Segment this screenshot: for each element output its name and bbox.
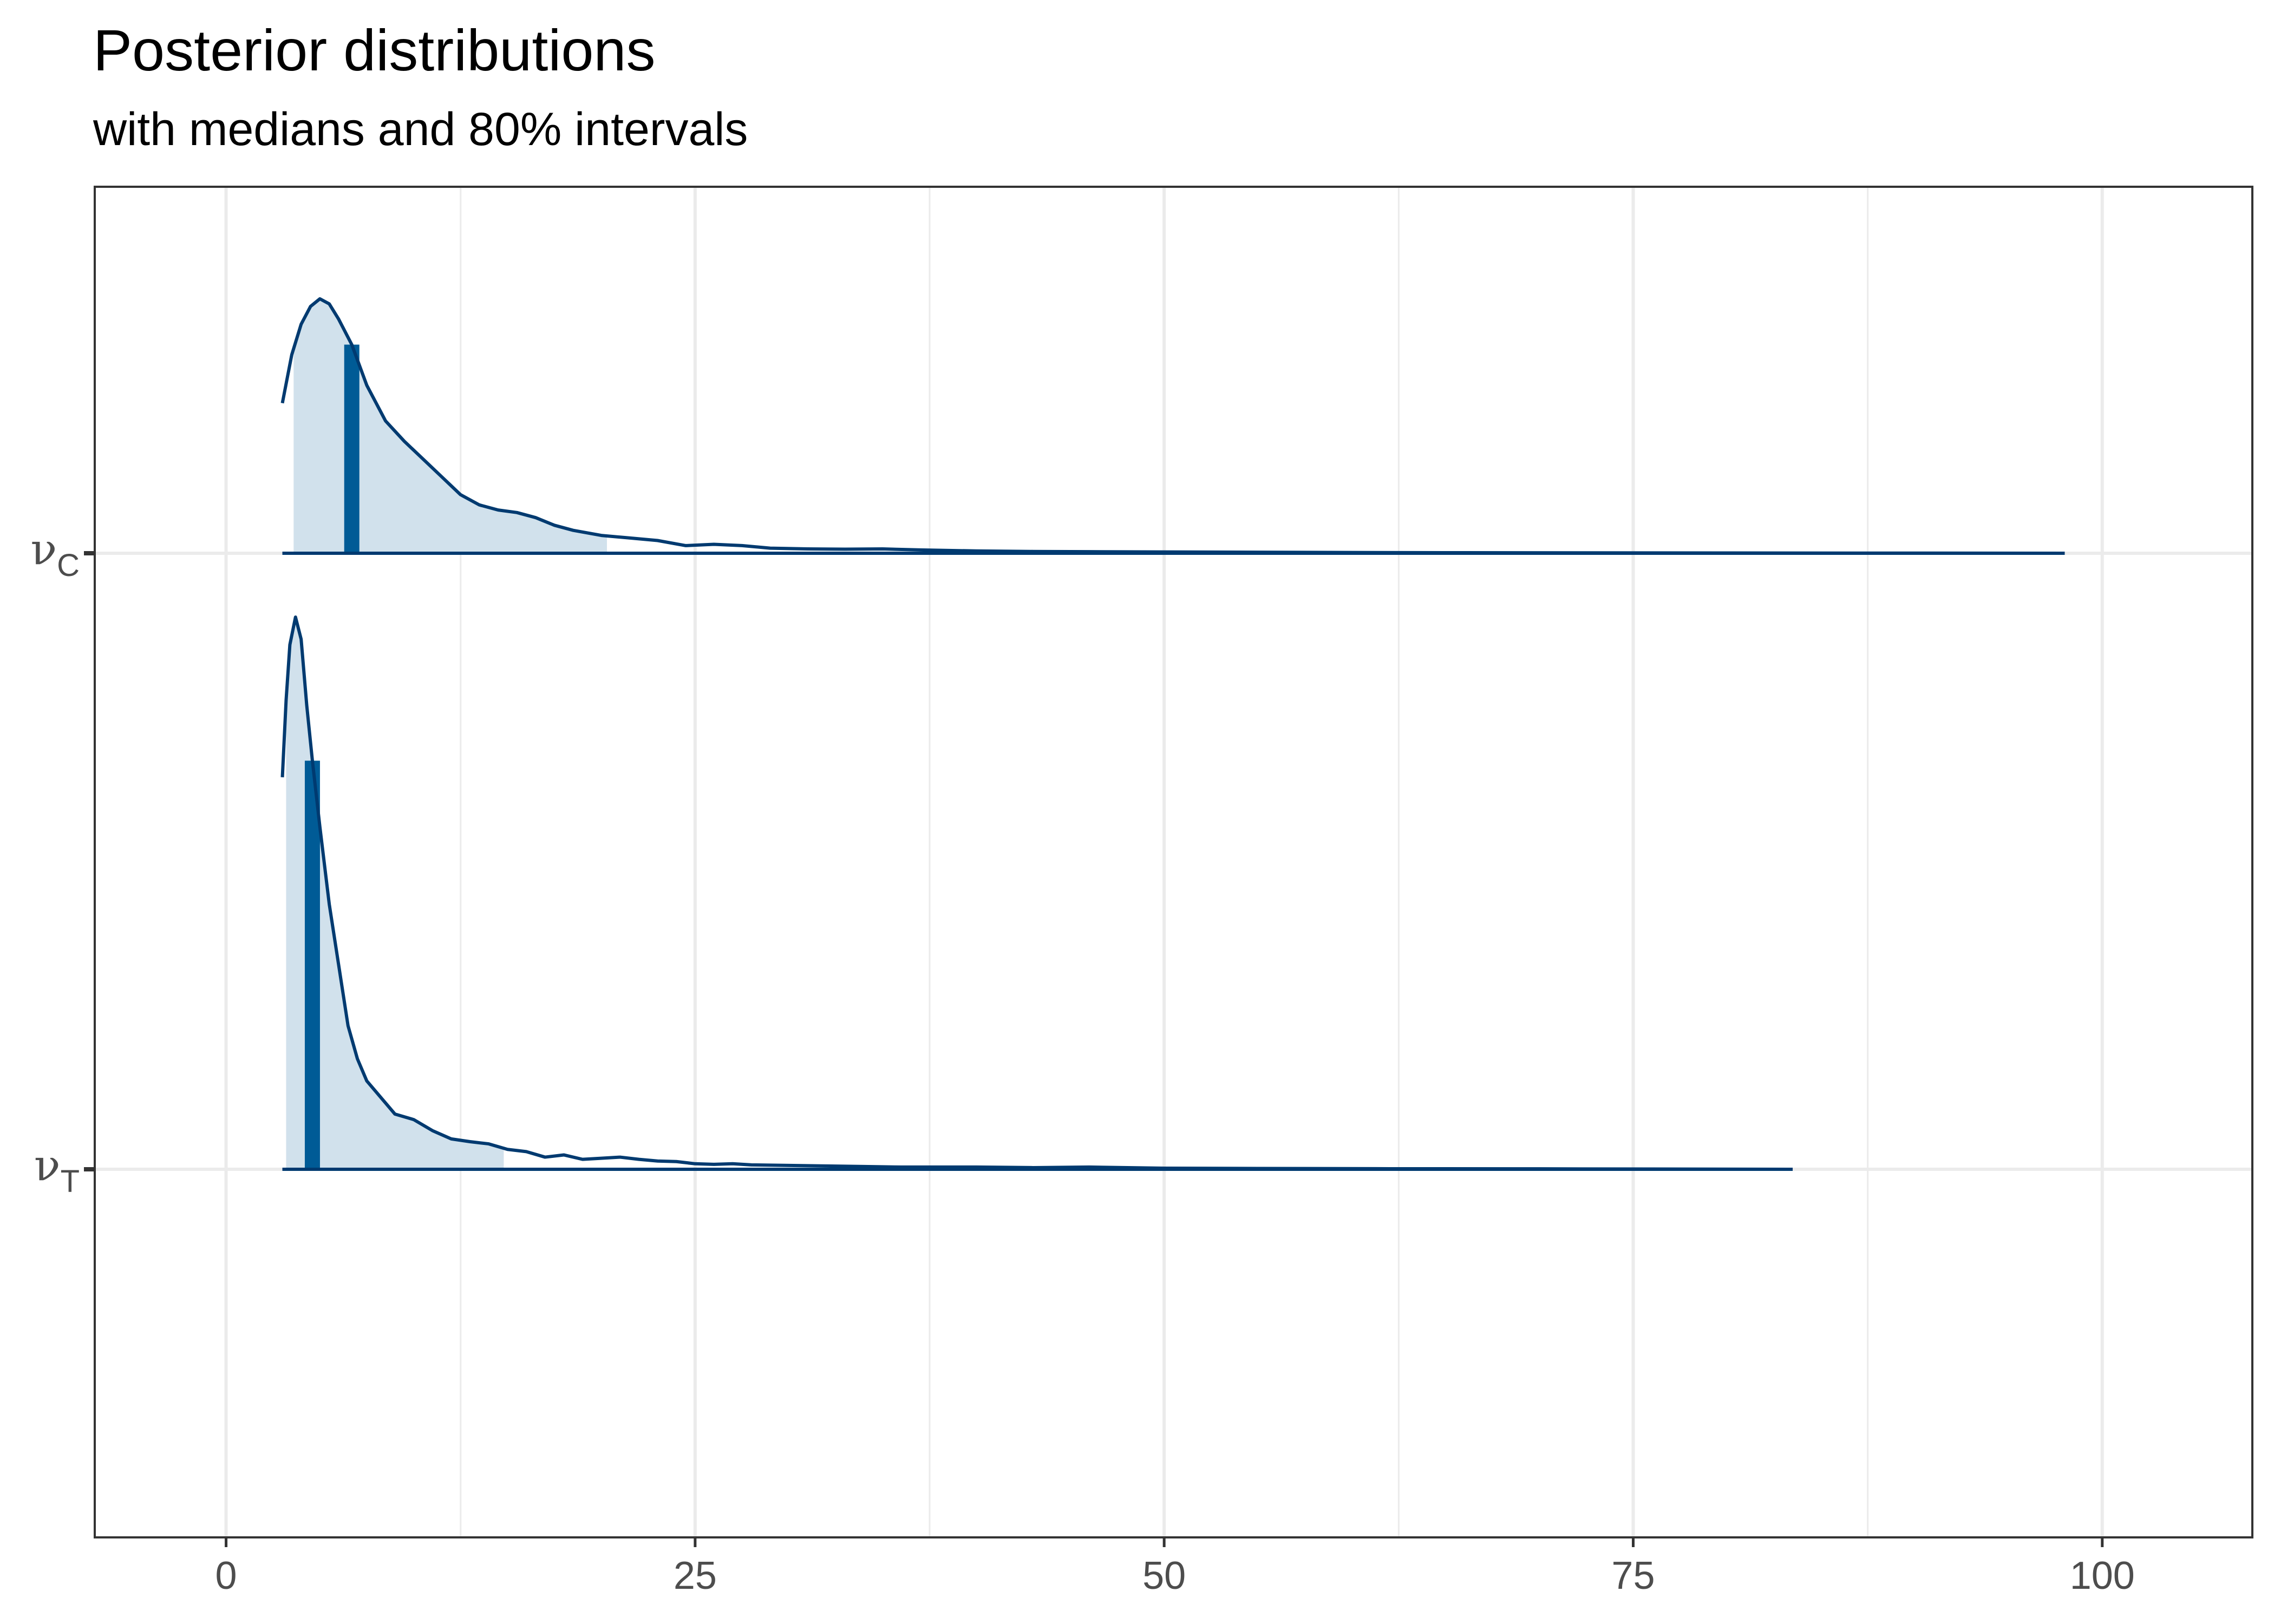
median-marker-1 bbox=[304, 761, 320, 1169]
ridge-layer bbox=[280, 297, 2065, 1171]
y-tick-label-main: ν bbox=[34, 1140, 61, 1190]
y-tick-label-main: ν bbox=[30, 524, 57, 574]
x-tick-label: 100 bbox=[2070, 1554, 2135, 1597]
density-curve-1 bbox=[280, 615, 1793, 1171]
x-tick-label: 0 bbox=[215, 1554, 237, 1597]
chart-title: Posterior distributions bbox=[93, 17, 656, 83]
y-tick-label-subscript: T bbox=[61, 1164, 80, 1199]
density-curve-0 bbox=[280, 297, 2065, 555]
interval-area-0 bbox=[293, 299, 607, 553]
interval-area-1 bbox=[286, 618, 504, 1169]
grid-layer bbox=[95, 187, 2252, 1537]
y-tick-label-subscript: C bbox=[57, 548, 80, 583]
chart-subtitle: with medians and 80% intervals bbox=[93, 103, 748, 155]
panel-border bbox=[94, 186, 2253, 1538]
x-tick-label: 25 bbox=[674, 1554, 717, 1597]
x-tick-label: 50 bbox=[1142, 1554, 1186, 1597]
y-tick-label-1: νT bbox=[34, 1140, 80, 1199]
x-tick-label: 75 bbox=[1611, 1554, 1655, 1597]
y-tick-label-0: νC bbox=[30, 524, 80, 583]
panel-background bbox=[95, 187, 2252, 1537]
median-marker-0 bbox=[344, 344, 360, 553]
